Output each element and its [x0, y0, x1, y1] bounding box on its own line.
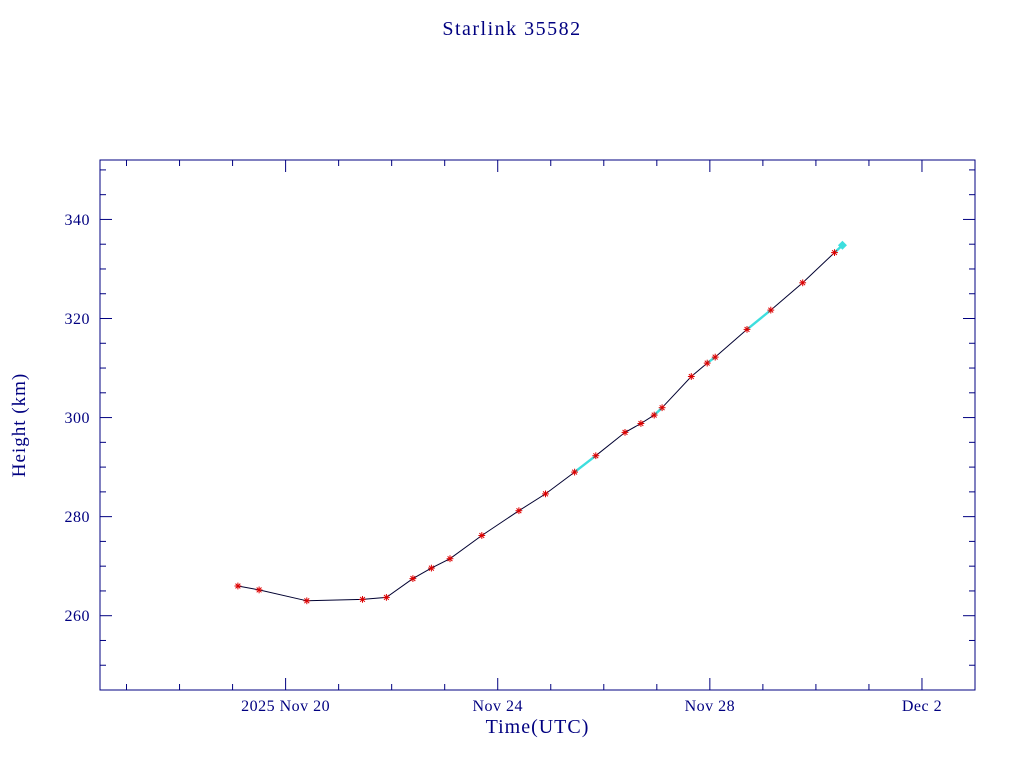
data-point-marker — [359, 596, 366, 603]
x-axis-label: Time(UTC) — [485, 716, 590, 738]
end-marker-diamond — [837, 240, 847, 250]
data-point-marker — [687, 373, 695, 380]
highlight-segment — [746, 309, 772, 331]
height-line — [237, 244, 843, 602]
y-tick-label: 320 — [65, 311, 91, 328]
x-tick-label: 2025 Nov 20 — [241, 698, 330, 715]
tick-labels: 260 280 300 320 340 2025 Nov 20 Nov 24 Nov 28 De… — [65, 212, 942, 715]
data-point-marker — [658, 404, 666, 412]
y-tick-label: 260 — [65, 608, 91, 625]
highlight-segments — [573, 244, 844, 474]
x-tick-label: Nov 28 — [685, 698, 736, 715]
data-point-marker — [303, 597, 311, 605]
data-markers — [234, 240, 847, 605]
data-point-marker — [409, 575, 417, 582]
data-point-marker — [515, 507, 523, 515]
data-point-marker — [650, 411, 658, 419]
highlight-segment — [573, 454, 597, 474]
data-point-marker — [703, 359, 711, 367]
data-point-marker — [478, 532, 486, 539]
data-point-marker — [831, 249, 838, 256]
data-point-marker — [571, 468, 578, 476]
data-point-marker — [637, 420, 645, 427]
plot-frame — [99, 159, 976, 691]
y-tick-label: 280 — [65, 509, 91, 526]
data-point-marker — [592, 452, 600, 460]
data-point-marker — [799, 279, 807, 287]
data-point-marker — [255, 586, 263, 594]
x-tick-label: Dec 2 — [902, 698, 942, 715]
data-point-marker — [383, 594, 390, 601]
data-point-marker — [428, 564, 435, 572]
chart-title: Starlink 35582 — [442, 18, 582, 40]
data-point-marker — [542, 490, 549, 498]
data-point-marker — [621, 429, 629, 436]
x-tick-label: Nov 24 — [472, 698, 523, 715]
axis-ticks — [100, 160, 976, 691]
data-point-marker — [234, 582, 242, 590]
data-point-marker — [711, 353, 719, 361]
data-point-marker — [767, 306, 775, 314]
y-tick-label: 340 — [65, 212, 91, 229]
data-point-marker — [446, 555, 454, 563]
y-tick-label: 300 — [65, 410, 91, 427]
data-point-marker — [743, 326, 751, 333]
